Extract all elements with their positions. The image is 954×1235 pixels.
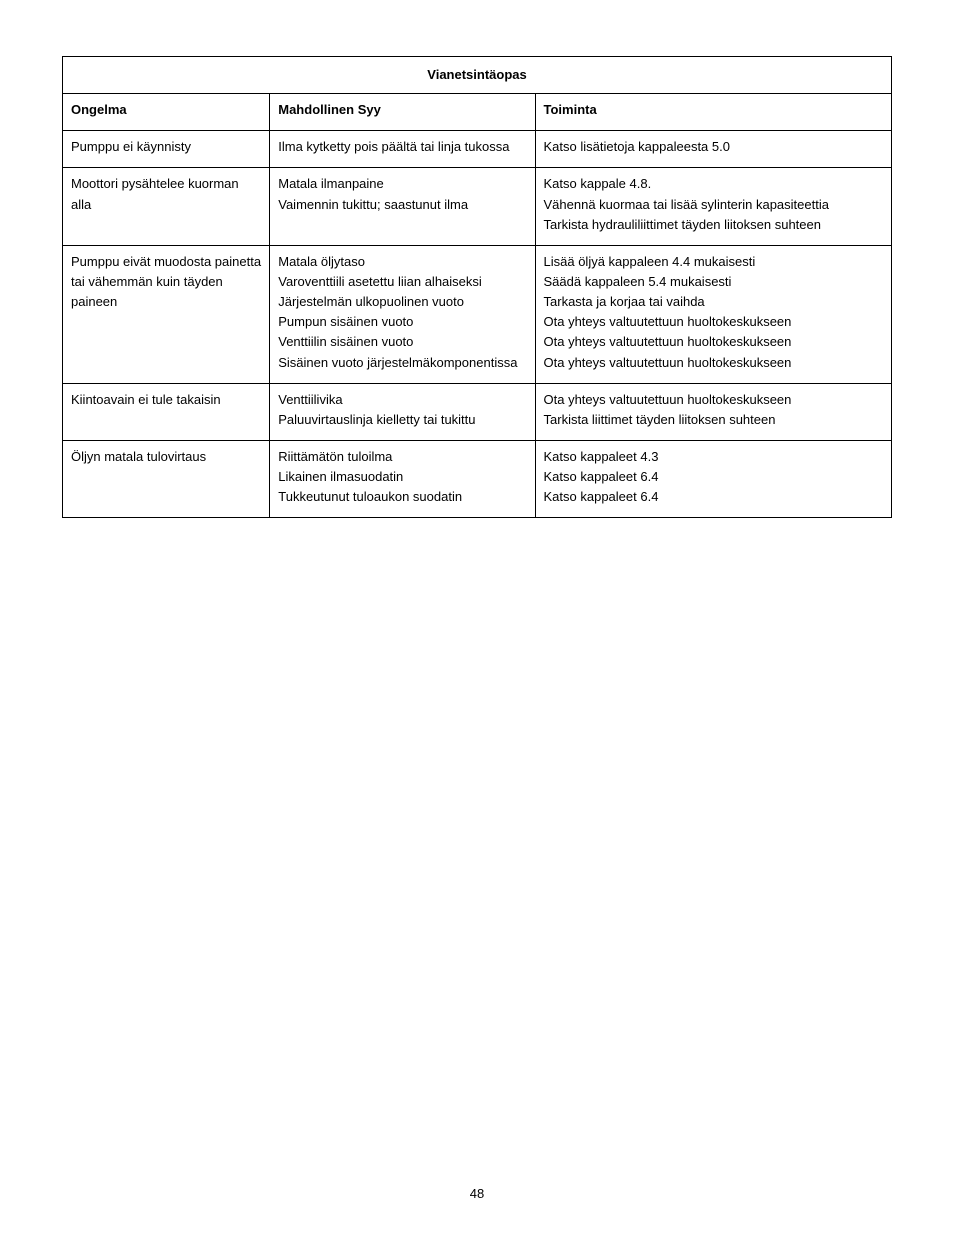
- cell-cause: Ilma kytketty pois päältä tai linja tuko…: [270, 131, 535, 168]
- table-row: Pumppu ei käynnisty Ilma kytketty pois p…: [63, 131, 892, 168]
- header-cause: Mahdollinen Syy: [270, 94, 535, 131]
- page-number: 48: [0, 1186, 954, 1201]
- table-row: Öljyn matala tulovirtaus Riittämätön tul…: [63, 440, 892, 517]
- cell-problem: Kiintoavain ei tule takaisin: [63, 383, 270, 440]
- table-title-row: Vianetsintäopas: [63, 57, 892, 94]
- cell-problem: Pumppu ei käynnisty: [63, 131, 270, 168]
- page: Vianetsintäopas Ongelma Mahdollinen Syy …: [0, 0, 954, 1235]
- cell-cause: Matala öljytaso Varoventtiili asetettu l…: [270, 245, 535, 383]
- cell-action: Ota yhteys valtuutettuun huoltokeskuksee…: [535, 383, 891, 440]
- table-row: Moottori pysähtelee kuorman alla Matala …: [63, 168, 892, 245]
- cell-action: Lisää öljyä kappaleen 4.4 mukaisesti Sää…: [535, 245, 891, 383]
- header-action: Toiminta: [535, 94, 891, 131]
- header-problem: Ongelma: [63, 94, 270, 131]
- table-row: Pumppu eivät muodosta painetta tai vähem…: [63, 245, 892, 383]
- table-title: Vianetsintäopas: [63, 57, 892, 94]
- cell-action: Katso kappaleet 4.3 Katso kappaleet 6.4 …: [535, 440, 891, 517]
- cell-problem: Öljyn matala tulovirtaus: [63, 440, 270, 517]
- troubleshooting-table: Vianetsintäopas Ongelma Mahdollinen Syy …: [62, 56, 892, 518]
- cell-problem: Pumppu eivät muodosta painetta tai vähem…: [63, 245, 270, 383]
- cell-cause: Venttiilivika Paluuvirtauslinja kiellett…: [270, 383, 535, 440]
- cell-action: Katso lisätietoja kappaleesta 5.0: [535, 131, 891, 168]
- cell-action: Katso kappale 4.8. Vähennä kuormaa tai l…: [535, 168, 891, 245]
- table-header-row: Ongelma Mahdollinen Syy Toiminta: [63, 94, 892, 131]
- cell-cause: Matala ilmanpaine Vaimennin tukittu; saa…: [270, 168, 535, 245]
- table-row: Kiintoavain ei tule takaisin Venttiilivi…: [63, 383, 892, 440]
- cell-problem: Moottori pysähtelee kuorman alla: [63, 168, 270, 245]
- cell-cause: Riittämätön tuloilma Likainen ilmasuodat…: [270, 440, 535, 517]
